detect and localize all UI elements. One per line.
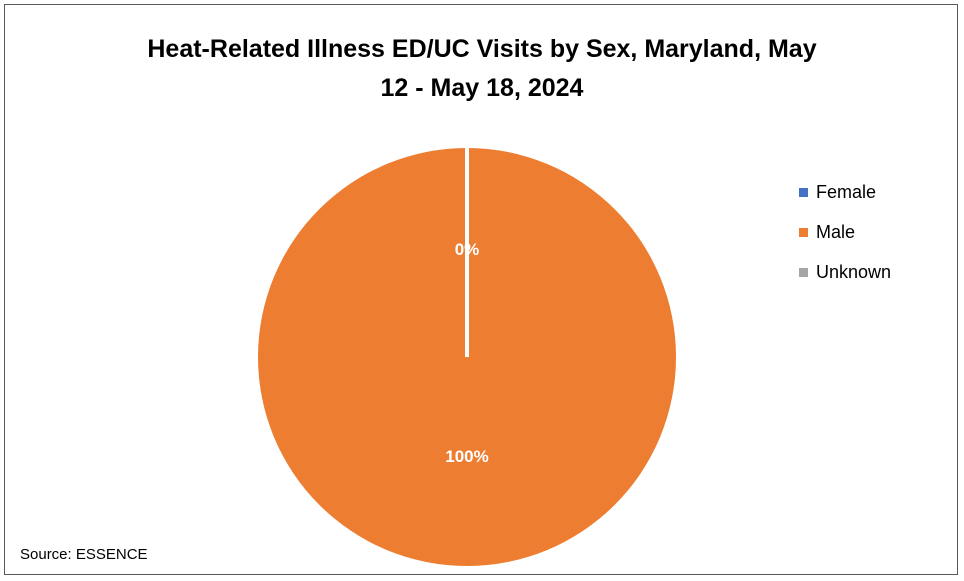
- legend-item-female: Female: [799, 172, 891, 212]
- legend-swatch-female: [799, 187, 808, 197]
- chart-title-line-1: Heat-Related Illness ED/UC Visits by Sex…: [147, 35, 817, 63]
- legend-label-male: Male: [816, 221, 856, 242]
- chart-title: Heat-Related Illness ED/UC Visits by Sex…: [0, 30, 964, 108]
- legend-swatch-male: [799, 227, 808, 237]
- chart-legend: Female Male Unknown: [799, 172, 891, 292]
- legend-label-unknown: Unknown: [816, 261, 892, 282]
- legend-label-female: Female: [816, 181, 877, 202]
- legend-item-unknown: Unknown: [799, 252, 891, 292]
- legend-item-male: Male: [799, 212, 891, 252]
- data-label-male: 100%: [445, 447, 488, 466]
- data-label-unknown: 0%: [455, 240, 480, 259]
- legend-swatch-unknown: [799, 267, 808, 277]
- source-note: Source: ESSENCE: [20, 546, 148, 563]
- chart-title-line-2: 12 - May 18, 2024: [380, 74, 584, 102]
